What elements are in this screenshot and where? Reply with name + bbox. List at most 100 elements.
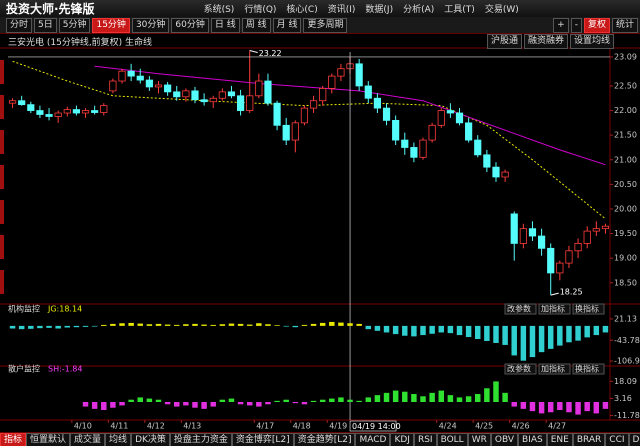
pane-button-label: 加指标 (541, 304, 565, 314)
indicator-tab[interactable]: BIAS (518, 432, 547, 446)
moving-average (12, 60, 606, 220)
candle-body (382, 107, 391, 121)
y-tick-label: 18.09 (614, 377, 637, 386)
menu: 系统(S) 行情(Q) 核心(C) 资讯(I) 数据(J) 分析(A) 工具(T) 交易(W) (199, 2, 524, 15)
timeframe-button[interactable]: 分时 (6, 17, 33, 33)
indicator-tab[interactable]: 资金博弈[L2] (231, 432, 294, 446)
indicator-bar (310, 400, 317, 402)
y-tick-label: 3.16 (614, 394, 632, 403)
candle-body (483, 154, 491, 168)
indicator-bar (164, 402, 171, 405)
candle-body (328, 75, 336, 89)
indicator-bar (584, 402, 590, 412)
low-label: 18.25 (560, 288, 583, 297)
pane-button[interactable]: 改参数 (504, 303, 537, 315)
y-tick-label: 21.00 (614, 155, 637, 164)
pane-button[interactable]: 加指标 (538, 303, 571, 315)
indicator-tab[interactable]: CCI (605, 432, 629, 446)
menu-item[interactable]: 核心(C) (286, 5, 318, 15)
high-pointer (249, 50, 258, 54)
candle-body (164, 84, 172, 93)
timeframe-button[interactable]: 5日 (34, 17, 57, 33)
indicator-bar (9, 325, 16, 329)
indicator-tab[interactable]: 恒置默认 (26, 432, 71, 446)
indicator-tab[interactable]: ENE (546, 432, 573, 446)
indicator-tab[interactable]: MACD (355, 432, 391, 446)
indicator-bar (210, 402, 216, 407)
indicator-bar (420, 325, 426, 336)
title-button[interactable]: 沪股通 (486, 33, 522, 49)
indicator-tab[interactable]: DK决策 (131, 432, 170, 446)
indicator-bar (301, 402, 308, 405)
indicator-tab[interactable]: 均线 (105, 432, 132, 446)
indicator-bar (155, 323, 162, 326)
indicator-bar (73, 325, 80, 328)
title-button[interactable]: 设置均线 (569, 33, 614, 49)
indicator-bar (274, 400, 280, 402)
indicator-tab[interactable]: 资金趋势[L2] (293, 432, 356, 446)
indicator-tab[interactable]: RSI (413, 432, 437, 446)
candle-body (446, 110, 454, 114)
pane-title: 散户监控 (8, 364, 40, 374)
indicator-bar (137, 323, 143, 326)
pane-button-box (572, 303, 605, 315)
indicator-tabs: 指标 恒置默认 成交量 均线 DK决策 投盘主力资金 资金博弈[L2] 资金趋势[L2] MAC… (0, 432, 640, 446)
timeframe-button[interactable]: 月 线 (272, 17, 302, 33)
chart-title: 三安光电 (15分钟线,前复权) 生命线 (8, 37, 153, 48)
timeframe-button[interactable]: 日 线 (210, 17, 240, 33)
indicator-tab[interactable]: WR (467, 432, 491, 446)
candle-body (556, 262, 564, 274)
candle-body (63, 109, 71, 114)
tool-button[interactable]: 统计 (611, 17, 638, 33)
menu-item[interactable]: 数据(J) (365, 5, 394, 15)
pane-button[interactable]: 加指标 (538, 363, 571, 375)
candle-body (300, 107, 309, 124)
indicator-tab[interactable]: DMI (628, 432, 640, 446)
indicator-bar (265, 324, 271, 326)
indicator-bar (274, 325, 280, 326)
indicator-tab[interactable]: BOLL (436, 432, 468, 446)
timeframe-button[interactable]: 周 线 (241, 17, 271, 33)
title-button[interactable]: 融资融券 (523, 33, 568, 49)
candle-body (337, 68, 345, 77)
pane-button[interactable]: 换指标 (572, 363, 605, 375)
indicator-tab[interactable]: BRAR (572, 432, 606, 446)
pane-button[interactable]: 改参数 (504, 363, 537, 375)
candle-body (501, 171, 509, 178)
candle-body (200, 99, 208, 103)
menu-item[interactable]: 分析(A) (403, 5, 435, 15)
tool-button[interactable]: 复权 (583, 17, 610, 33)
timeframe-button[interactable]: 5分钟 (58, 17, 91, 33)
indicator-tab[interactable]: KDJ (390, 432, 414, 446)
indicator-bar (137, 397, 143, 402)
menu-item[interactable]: 工具(T) (444, 5, 475, 15)
x-tick-label: 4/24 (439, 422, 457, 431)
indicator-tab[interactable]: OBV (490, 432, 518, 446)
timeframe-button[interactable]: 30分钟 (131, 17, 170, 33)
indicator-bar (429, 325, 435, 334)
menu-item[interactable]: 资讯(I) (327, 5, 356, 15)
indicator-bar (593, 325, 600, 336)
indicator-bar (201, 402, 207, 409)
candle-body (474, 139, 482, 156)
indicator-bar (256, 402, 262, 407)
indicator-bar (319, 399, 326, 402)
menu-item[interactable]: 交易(W) (484, 5, 519, 15)
candle-body (565, 250, 573, 264)
timeframe-button[interactable]: 60分钟 (171, 17, 209, 33)
indicator-tab[interactable]: 成交量 (70, 432, 106, 446)
tool-button[interactable]: + (553, 17, 569, 33)
pane-button[interactable]: 换指标 (572, 303, 605, 315)
candle-body (218, 91, 226, 99)
timeframe-button[interactable]: 更多周期 (303, 17, 348, 33)
indicator-tab[interactable]: 投盘主力资金 (169, 432, 232, 446)
candle-body (154, 84, 163, 88)
pane-button-box (572, 363, 605, 375)
timeframe-button[interactable]: 15分钟 (92, 17, 130, 33)
menu-item[interactable]: 行情(Q) (244, 5, 277, 15)
x-tick-label: 4/26 (512, 422, 530, 431)
indicator-bar (374, 395, 381, 402)
menu-item[interactable]: 系统(S) (203, 5, 235, 15)
tool-button[interactable]: - (570, 17, 582, 33)
indicator-tab[interactable]: 指标 (0, 432, 27, 446)
